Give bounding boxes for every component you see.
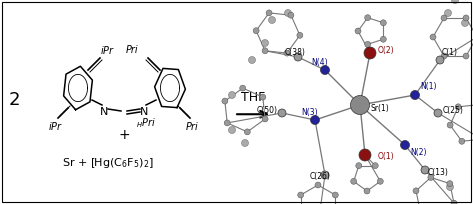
- Circle shape: [411, 91, 420, 100]
- Circle shape: [224, 120, 230, 126]
- Circle shape: [240, 85, 245, 91]
- Circle shape: [447, 184, 454, 191]
- Circle shape: [266, 10, 272, 16]
- Circle shape: [244, 129, 250, 135]
- Text: O(2): O(2): [378, 45, 394, 54]
- Circle shape: [463, 15, 469, 21]
- Circle shape: [333, 192, 338, 198]
- Text: N: N: [140, 107, 148, 117]
- Circle shape: [365, 15, 371, 21]
- Circle shape: [434, 109, 442, 117]
- Circle shape: [372, 163, 378, 169]
- Circle shape: [365, 41, 371, 47]
- Circle shape: [445, 10, 452, 17]
- Circle shape: [380, 36, 386, 42]
- Text: C(50): C(50): [257, 105, 278, 114]
- Circle shape: [452, 0, 458, 3]
- Circle shape: [451, 200, 457, 204]
- Circle shape: [430, 34, 436, 40]
- Circle shape: [284, 50, 290, 56]
- Circle shape: [359, 149, 371, 161]
- Text: N(3): N(3): [301, 109, 318, 118]
- Text: C(38): C(38): [284, 48, 305, 57]
- Text: Sr(1): Sr(1): [370, 103, 389, 112]
- Circle shape: [421, 166, 429, 174]
- Circle shape: [315, 182, 321, 188]
- Circle shape: [462, 20, 468, 27]
- Text: N: N: [100, 107, 108, 117]
- Text: Pr$i$: Pr$i$: [185, 120, 199, 132]
- Text: C(26): C(26): [309, 173, 330, 182]
- Circle shape: [269, 17, 275, 23]
- Circle shape: [428, 174, 434, 180]
- Text: O(1): O(1): [378, 153, 394, 162]
- Circle shape: [310, 115, 319, 124]
- Circle shape: [242, 140, 248, 146]
- Circle shape: [222, 98, 228, 104]
- Circle shape: [441, 53, 447, 59]
- Circle shape: [380, 20, 386, 26]
- Text: Sr + [Hg(C$_6$F$_5$)$_2$]: Sr + [Hg(C$_6$F$_5$)$_2$]: [62, 156, 154, 170]
- Text: C(25): C(25): [443, 105, 464, 114]
- Circle shape: [413, 188, 419, 194]
- Circle shape: [284, 10, 291, 17]
- Circle shape: [228, 92, 236, 99]
- Circle shape: [463, 53, 469, 59]
- Text: +: +: [118, 128, 130, 142]
- Text: THF: THF: [241, 91, 265, 104]
- Text: $i$Pr: $i$Pr: [100, 44, 115, 56]
- Circle shape: [262, 116, 268, 122]
- Circle shape: [441, 15, 447, 21]
- Circle shape: [294, 53, 302, 61]
- Text: $i$Pr: $i$Pr: [48, 120, 63, 132]
- Circle shape: [260, 94, 266, 100]
- Circle shape: [364, 47, 376, 59]
- Text: N(4): N(4): [311, 59, 328, 68]
- Circle shape: [253, 28, 259, 34]
- Circle shape: [288, 12, 294, 18]
- Circle shape: [459, 138, 465, 144]
- Circle shape: [436, 56, 444, 64]
- Text: C(1): C(1): [442, 49, 458, 58]
- Circle shape: [447, 122, 453, 128]
- Circle shape: [364, 188, 370, 194]
- Text: Pri: Pri: [125, 45, 138, 55]
- Circle shape: [455, 104, 461, 110]
- Circle shape: [297, 32, 303, 38]
- Circle shape: [248, 57, 255, 63]
- Circle shape: [228, 126, 236, 133]
- Circle shape: [298, 192, 304, 198]
- Circle shape: [377, 178, 383, 184]
- Circle shape: [350, 95, 369, 114]
- Circle shape: [350, 178, 357, 184]
- Circle shape: [401, 141, 410, 150]
- Circle shape: [321, 171, 329, 179]
- Circle shape: [447, 181, 453, 187]
- Text: C(13): C(13): [428, 169, 449, 177]
- Text: $_H$Pr$i$: $_H$Pr$i$: [136, 116, 156, 130]
- Circle shape: [262, 48, 268, 54]
- Circle shape: [262, 40, 269, 47]
- Circle shape: [355, 28, 361, 34]
- Text: N(2): N(2): [410, 149, 427, 157]
- Text: 2: 2: [8, 91, 20, 109]
- Circle shape: [321, 65, 330, 74]
- Text: N(1): N(1): [420, 82, 437, 92]
- Circle shape: [278, 109, 286, 117]
- Circle shape: [356, 163, 362, 169]
